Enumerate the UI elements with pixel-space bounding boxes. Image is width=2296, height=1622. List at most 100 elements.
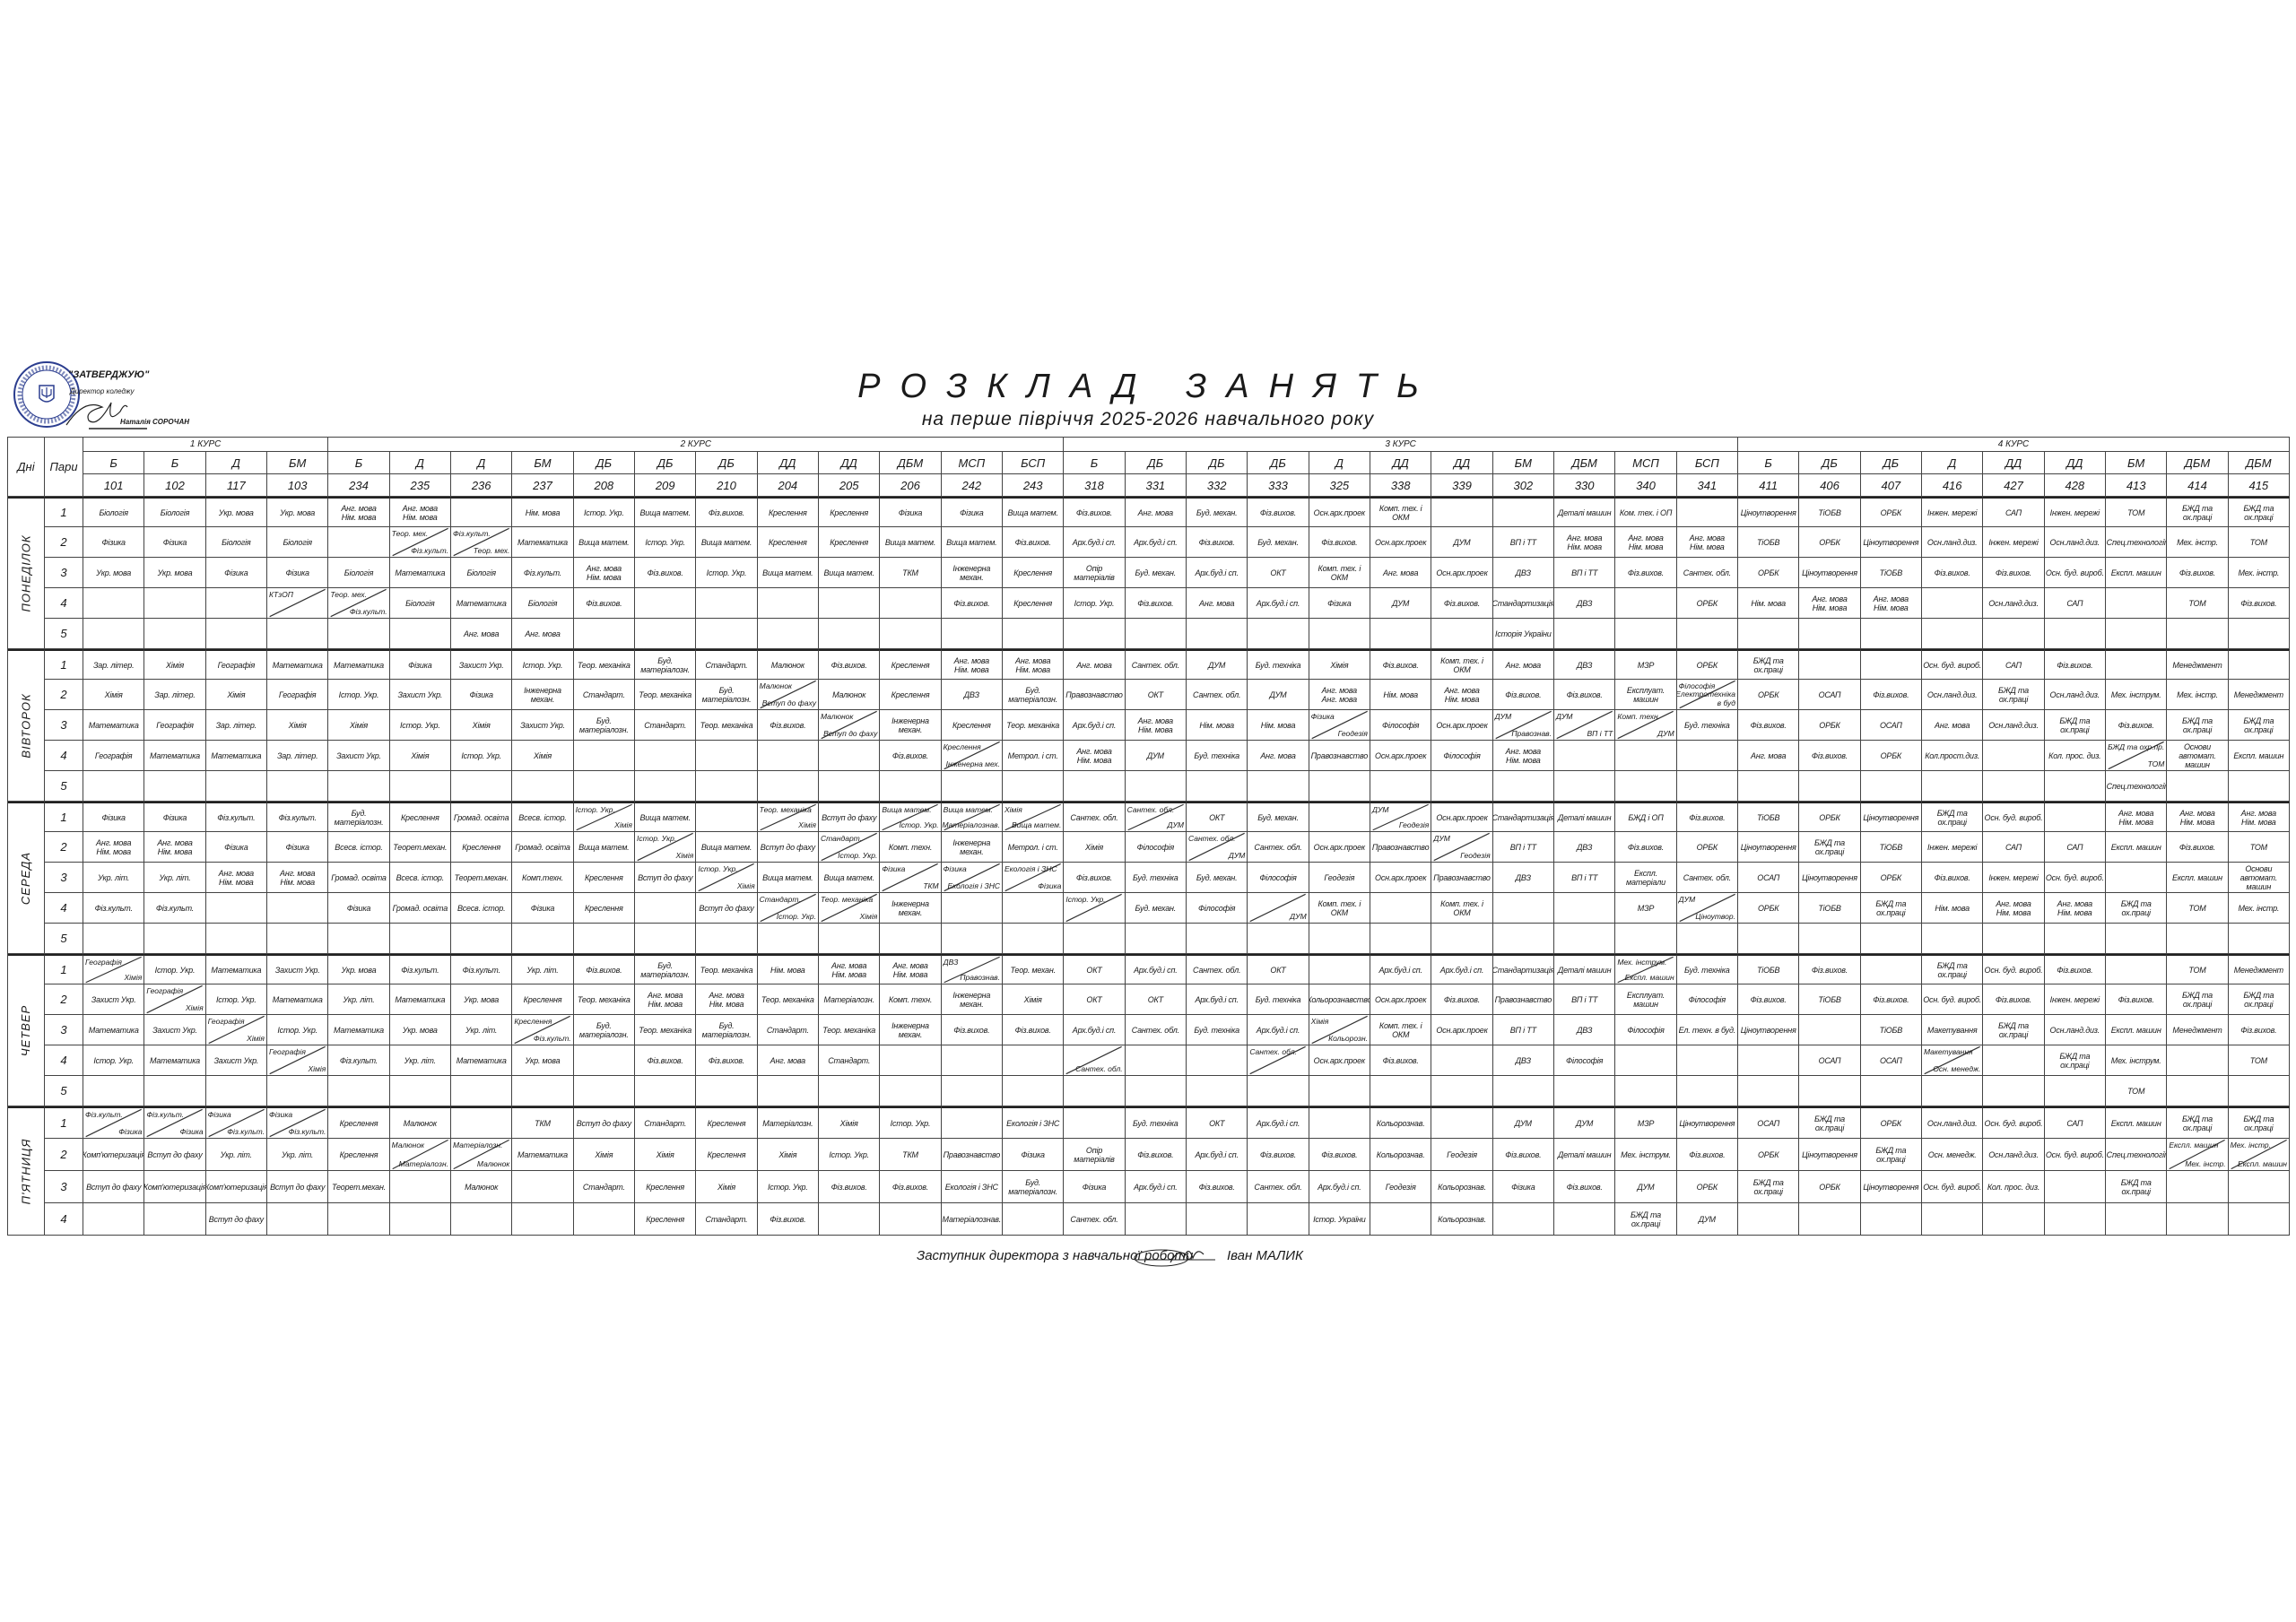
lesson-cell[interactable] [1492,771,1554,802]
lesson-cell[interactable] [512,1076,574,1106]
lesson-cell[interactable] [328,619,390,649]
lesson-cell[interactable]: Анг. мова Нім. мова [389,497,451,527]
lesson-cell[interactable]: ОРБК [1676,832,1738,863]
lesson-cell[interactable]: Буд. техніка [1676,954,1738,984]
lesson-cell[interactable]: Фіз.вихов. [1554,1171,1616,1203]
lesson-cell[interactable]: ДУМ [1554,1106,1616,1139]
lesson-cell[interactable]: Фіз.вихов. [1922,558,1984,588]
lesson-cell[interactable]: Стандарт. [819,1045,881,1076]
lesson-cell[interactable] [451,1076,513,1106]
lesson-cell[interactable]: Метрол. і ст. [1003,832,1065,863]
lesson-cell[interactable]: Істор. Укр. [205,984,267,1015]
lesson-cell-split[interactable]: Сантех. обл. ДУМ [1187,832,1248,863]
lesson-cell[interactable]: ТіОБВ [1860,1015,1922,1045]
lesson-cell[interactable] [819,741,881,771]
lesson-cell[interactable] [1431,924,1493,954]
lesson-cell[interactable]: Експл. машин [2106,558,2168,588]
lesson-cell[interactable]: Математика [205,954,267,984]
lesson-cell[interactable] [2167,924,2229,954]
lesson-cell[interactable]: Кольорознав. [1431,1203,1493,1236]
lesson-cell[interactable]: Хімія [512,741,574,771]
lesson-cell[interactable] [267,771,329,802]
lesson-cell[interactable]: ТіОБВ [1799,984,1861,1015]
lesson-cell[interactable]: Матеріалознав. [941,1203,1003,1236]
lesson-cell[interactable]: ДУМ [1248,680,1309,710]
lesson-cell[interactable]: ОРБК [1676,588,1738,619]
lesson-cell[interactable] [144,924,206,954]
lesson-cell[interactable]: Всесв. істор. [451,893,513,924]
lesson-cell[interactable]: Фіз.вихов. [573,954,635,984]
lesson-cell[interactable]: Буд. механ. [1125,558,1187,588]
lesson-cell[interactable]: Осн.арх.проек [1431,710,1493,741]
lesson-cell[interactable]: Філософія [1370,710,1432,741]
lesson-cell[interactable] [83,771,145,802]
lesson-cell[interactable] [1983,771,2045,802]
lesson-cell[interactable]: Деталі машин [1554,802,1616,832]
lesson-cell[interactable]: Фіз.вихов. [1676,802,1738,832]
lesson-cell[interactable]: БЖД та ох.праці [1738,649,1800,680]
lesson-cell[interactable] [1860,1203,1922,1236]
lesson-cell[interactable] [2044,1076,2106,1106]
lesson-cell[interactable]: Сантех. обл. [1676,863,1738,893]
lesson-cell[interactable] [1799,619,1861,649]
lesson-cell-split[interactable]: Істор. Укр. [1064,893,1126,924]
lesson-cell[interactable]: Анг. мова Нім. мова [573,558,635,588]
lesson-cell[interactable]: Інжен. мережі [1983,863,2045,893]
lesson-cell[interactable]: ДВЗ [941,680,1003,710]
lesson-cell[interactable] [880,1076,942,1106]
lesson-cell[interactable]: ДВЗ [1554,832,1616,863]
lesson-cell[interactable]: Анг. мова [757,1045,819,1076]
lesson-cell[interactable]: САП [2044,588,2106,619]
lesson-cell[interactable] [2106,619,2168,649]
lesson-cell[interactable] [1676,924,1738,954]
lesson-cell[interactable] [267,893,329,924]
lesson-cell[interactable]: Буд. механ. [1248,527,1309,558]
lesson-cell-split[interactable]: Істор. Укр. Хімія [573,802,635,832]
lesson-cell[interactable] [1922,588,1984,619]
lesson-cell[interactable]: Істор. Укр. [83,1045,145,1076]
lesson-cell[interactable]: ОРБК [1676,1171,1738,1203]
lesson-cell[interactable]: Теор. механіка [635,680,697,710]
lesson-cell[interactable]: Математика [267,649,329,680]
lesson-cell[interactable]: Експл. машин [2106,1015,2168,1045]
lesson-cell[interactable] [2106,924,2168,954]
lesson-cell[interactable]: Стандарт. [696,1203,758,1236]
lesson-cell[interactable] [2106,588,2168,619]
lesson-cell[interactable]: Матеріалозн. [819,984,881,1015]
lesson-cell[interactable]: Менеджмент [2228,954,2290,984]
lesson-cell[interactable]: Фіз.вихов. [1003,1015,1065,1045]
lesson-cell[interactable] [1125,1203,1187,1236]
lesson-cell[interactable]: Правознавство [1431,863,1493,893]
lesson-cell[interactable] [267,924,329,954]
lesson-cell[interactable]: Інженерна механ. [880,1015,942,1045]
lesson-cell-split[interactable]: Фізика Екологія і ЗНС [941,863,1003,893]
lesson-cell-split[interactable]: Малюнок Вступ до фаху [819,710,881,741]
lesson-cell[interactable]: Фіз.вихов. [941,1015,1003,1045]
lesson-cell[interactable]: Вища матем. [880,527,942,558]
lesson-cell[interactable]: Сантех. обл. [1248,1171,1309,1203]
lesson-cell[interactable]: Математика [267,984,329,1015]
lesson-cell[interactable]: Укр. літ. [512,954,574,984]
lesson-cell[interactable]: Сантех. обл. [1187,680,1248,710]
lesson-cell[interactable]: Анг. мова [1492,649,1554,680]
lesson-cell[interactable] [451,497,513,527]
lesson-cell[interactable]: Кольорознав. [1370,1139,1432,1171]
lesson-cell[interactable]: Ціноутворення [1799,863,1861,893]
lesson-cell[interactable]: Макетування [1922,1015,1984,1045]
lesson-cell[interactable] [1615,1076,1677,1106]
lesson-cell[interactable] [1125,619,1187,649]
lesson-cell[interactable]: Фіз.вихов. [2044,954,2106,984]
lesson-cell[interactable]: Математика [451,1045,513,1076]
lesson-cell[interactable]: Сантех. обл. [1125,649,1187,680]
lesson-cell[interactable]: Математика [83,1015,145,1045]
lesson-cell[interactable]: Нім. мова [1187,710,1248,741]
lesson-cell[interactable]: Анг. мова [512,619,574,649]
lesson-cell[interactable]: Математика [83,710,145,741]
lesson-cell[interactable]: Арх.буд.і сп. [1187,1139,1248,1171]
lesson-cell[interactable]: Вступ до фаху [144,1139,206,1171]
lesson-cell[interactable]: ТОМ [2167,954,2229,984]
lesson-cell[interactable]: Осн.ланд.диз. [1983,588,2045,619]
lesson-cell[interactable]: Фіз.вихов. [1309,527,1370,558]
lesson-cell[interactable]: Істор. Укр. [819,1139,881,1171]
lesson-cell[interactable]: Фіз.вихов. [1738,984,1800,1015]
